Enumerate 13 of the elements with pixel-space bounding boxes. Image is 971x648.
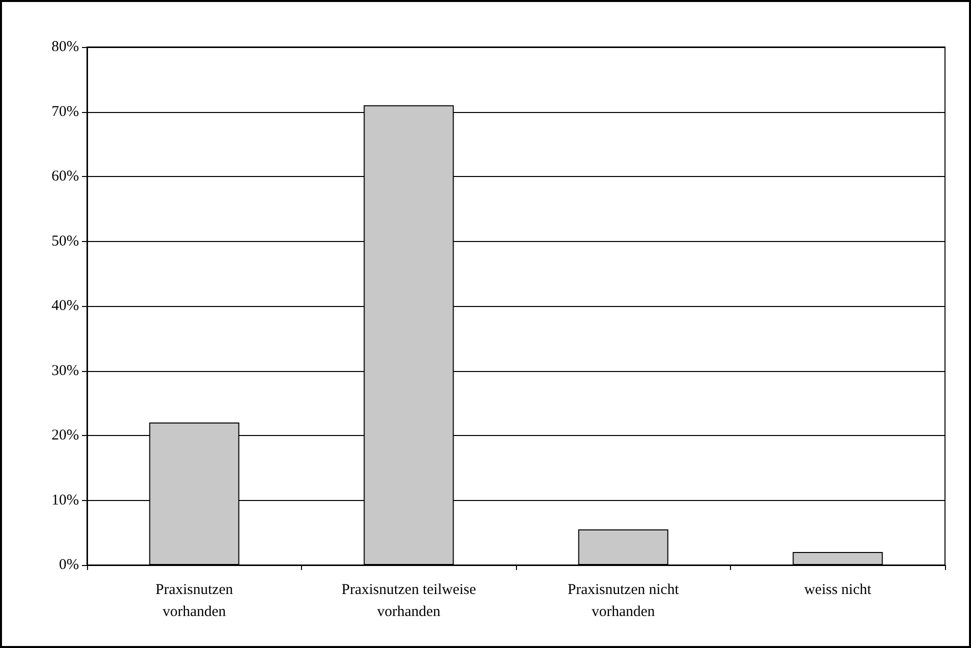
- y-tick-label: 60%: [52, 168, 79, 184]
- x-tick-label: Praxisnutzen vorhanden: [156, 582, 234, 620]
- x-tick-label: weiss nicht: [804, 582, 872, 598]
- y-tick-label: 70%: [52, 104, 79, 120]
- y-tick-label: 20%: [52, 428, 79, 444]
- y-tick-label: 0%: [59, 557, 79, 573]
- x-tick-label: Praxisnutzen teilweise vorhanden: [341, 582, 476, 620]
- y-tick-label: 40%: [52, 298, 79, 314]
- x-tick-label: Praxisnutzen nicht vorhanden: [568, 582, 680, 620]
- y-tick-label: 10%: [52, 492, 79, 508]
- y-tick-label: 50%: [52, 233, 79, 250]
- y-tick-label: 80%: [52, 39, 79, 55]
- y-tick-label: 30%: [52, 362, 79, 379]
